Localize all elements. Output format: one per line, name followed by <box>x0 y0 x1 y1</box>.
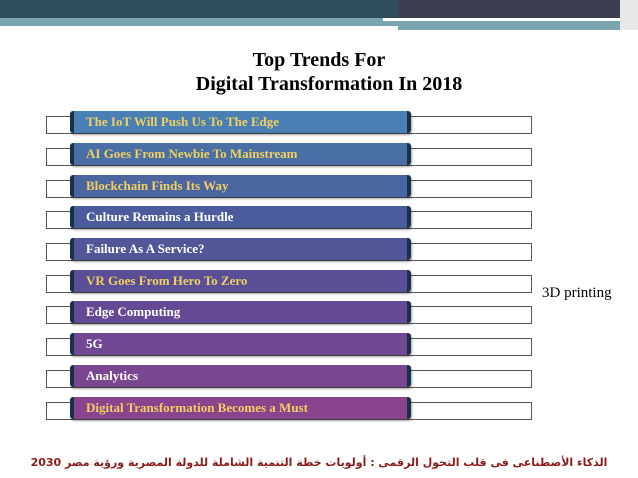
trend-pill: VR Goes From Hero To Zero <box>70 270 411 292</box>
trend-pill: Analytics <box>70 365 411 387</box>
trend-pill: Edge Computing <box>70 301 411 323</box>
trend-label: Digital Transformation Becomes a Must <box>86 400 308 415</box>
trend-row: 5G <box>0 332 638 360</box>
trend-pill: Culture Remains a Hurdle <box>70 206 411 228</box>
trend-row: The IoT Will Push Us To The Edge <box>0 110 638 138</box>
trend-row: Edge Computing <box>0 300 638 328</box>
trend-row: Failure As A Service? <box>0 237 638 265</box>
trend-row: Digital Transformation Becomes a Must <box>0 396 638 424</box>
trend-pill: Failure As A Service? <box>70 238 411 260</box>
slide-title-line2: Digital Transformation In 2018 <box>195 73 463 95</box>
slide-title-line1: Top Trends For <box>252 49 386 71</box>
slide-title: Top Trends For Digital Transformation In… <box>0 48 638 96</box>
trend-label: Edge Computing <box>86 304 181 319</box>
trend-pill: AI Goes From Newbie To Mainstream <box>70 143 411 165</box>
header-band-stripe <box>620 0 638 30</box>
trend-label: AI Goes From Newbie To Mainstream <box>86 146 298 161</box>
trend-pill: Blockchain Finds Its Way <box>70 175 411 197</box>
trend-row: Culture Remains a Hurdle <box>0 205 638 233</box>
header-band-gap <box>383 18 638 21</box>
trend-label: Culture Remains a Hurdle <box>86 209 234 224</box>
trend-pill: The IoT Will Push Us To The Edge <box>70 111 411 133</box>
side-note: 3D printing <box>542 285 612 301</box>
trend-label: Analytics <box>86 368 138 383</box>
header-band <box>0 0 638 30</box>
trend-row: VR Goes From Hero To Zero <box>0 269 638 297</box>
trend-pill: 5G <box>70 333 411 355</box>
header-band-corner <box>398 0 638 18</box>
trend-label: VR Goes From Hero To Zero <box>86 273 248 288</box>
trend-label: Failure As A Service? <box>86 241 205 256</box>
trend-row: AI Goes From Newbie To Mainstream <box>0 142 638 170</box>
trend-label: Blockchain Finds Its Way <box>86 178 229 193</box>
trend-row: Blockchain Finds Its Way <box>0 174 638 202</box>
trend-pill: Digital Transformation Becomes a Must <box>70 397 411 419</box>
trend-label: The IoT Will Push Us To The Edge <box>86 114 280 129</box>
trend-row: Analytics <box>0 364 638 392</box>
footer-caption: الذكاء الأصطناعى فى قلب التحول الرقمى : … <box>30 456 608 469</box>
header-band-teal <box>0 18 638 26</box>
header-band-teal-right <box>398 21 638 30</box>
trend-label: 5G <box>86 336 103 351</box>
